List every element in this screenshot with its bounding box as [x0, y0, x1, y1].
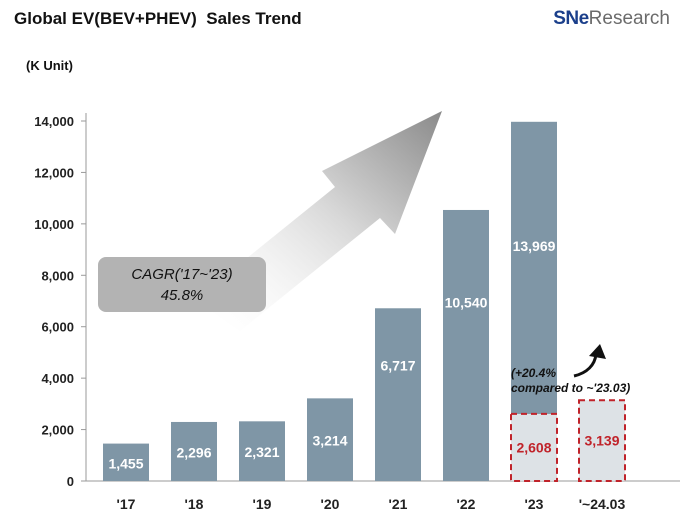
bar: [239, 421, 285, 481]
x-tick-label: '23: [525, 496, 544, 512]
y-tick-label: 8,000: [41, 268, 74, 283]
y-tick-label: 0: [67, 474, 74, 489]
logo-research-text: Research: [588, 8, 670, 29]
bar-value-label: 6,717: [380, 357, 415, 373]
q1-comparison-bar: [578, 399, 626, 483]
x-tick-label: '~24.03: [579, 496, 626, 512]
cagr-label: CAGR('17~'23): [131, 266, 232, 283]
growth-label-line2: compared to ~'23.03): [511, 381, 630, 395]
sne-research-logo: SNeResearch: [553, 8, 670, 30]
growth-label-line1: (+20.4%: [511, 366, 556, 380]
cagr-value: 45.8%: [161, 287, 204, 304]
q1-comparison-value-label: 3,139: [584, 433, 619, 449]
x-tick-label: '21: [389, 496, 408, 512]
cagr-callout-box: [98, 257, 266, 312]
y-axis-unit-label: (K Unit): [26, 58, 73, 73]
y-tick-label: 10,000: [34, 217, 74, 232]
bar-value-label: 1,455: [108, 455, 143, 471]
growth-arrow-icon: [573, 353, 598, 378]
y-tick-label: 2,000: [41, 423, 74, 438]
x-tick-label: '17: [117, 496, 136, 512]
bar-value-label: 2,321: [244, 444, 279, 460]
x-tick-label: '20: [321, 496, 340, 512]
bar: [307, 398, 353, 481]
bar: [171, 421, 217, 481]
q1-comparison-value-label: 2,608: [516, 439, 551, 455]
bar: [375, 308, 421, 481]
bar-value-label: 13,969: [513, 238, 556, 254]
bar-value-label: 2,296: [176, 444, 211, 460]
logo-sne-text: SNe: [553, 8, 589, 29]
y-tick-label: 12,000: [34, 165, 74, 180]
y-tick-label: 14,000: [34, 114, 74, 129]
x-tick-label: '19: [253, 496, 272, 512]
bar-value-label: 10,540: [445, 295, 488, 311]
bar: [443, 209, 489, 481]
growth-arrow-head: [589, 344, 606, 359]
bar-value-label: 3,214: [312, 433, 347, 449]
y-tick-label: 6,000: [41, 320, 74, 335]
x-tick-label: '22: [457, 496, 476, 512]
chart-title: Global EV(BEV+PHEV) Sales Trend: [14, 9, 302, 28]
y-tick-label: 4,000: [41, 371, 74, 386]
bar: [103, 443, 149, 481]
x-tick-label: '18: [185, 496, 204, 512]
q1-comparison-bar: [510, 412, 558, 482]
